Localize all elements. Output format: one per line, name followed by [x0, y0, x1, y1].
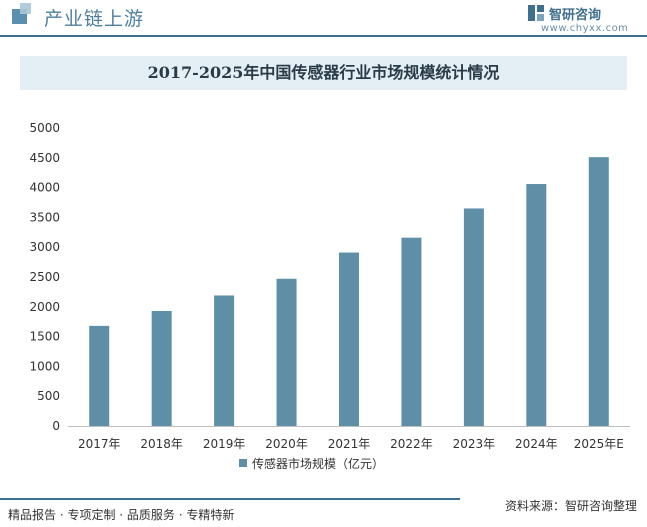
- y-tick-label: 1500: [29, 330, 60, 344]
- legend-swatch: [239, 459, 247, 467]
- brand-url: www.chyxx.com: [541, 23, 629, 34]
- brand: 智研咨询 www.chyxx.com: [527, 3, 637, 35]
- y-tick-label: 0: [52, 419, 60, 433]
- x-tick-label: 2023年: [453, 437, 496, 451]
- x-tick-label: 2024年: [515, 437, 558, 451]
- bar: [588, 157, 609, 427]
- y-tick-label: 2000: [29, 300, 60, 314]
- footer-tagline: 精品报告 · 专项定制 · 品质服务 · 专精特新: [8, 508, 235, 522]
- bar: [463, 208, 484, 426]
- y-tick-label: 3000: [29, 240, 60, 254]
- x-tick-label: 2025年E: [574, 437, 624, 451]
- y-tick-label: 2500: [29, 270, 60, 284]
- footer-divider: [0, 498, 460, 500]
- bar: [151, 310, 172, 426]
- bar: [526, 184, 547, 426]
- legend-label: 传感器市场规模（亿元）: [252, 456, 384, 471]
- y-tick-label: 1000: [29, 359, 60, 373]
- brand-name: 智研咨询: [549, 8, 602, 23]
- header-divider: [0, 35, 647, 37]
- chart-title-bar: 2017-2025年中国传感器行业市场规模统计情况: [20, 56, 627, 90]
- y-tick-label: 4500: [29, 151, 60, 165]
- x-tick-label: 2017年: [78, 437, 121, 451]
- y-tick-label: 5000: [29, 121, 60, 135]
- bar: [214, 295, 235, 426]
- y-tick-label: 500: [37, 389, 60, 403]
- brand-logo-icon: [528, 5, 544, 21]
- bar: [276, 278, 297, 426]
- header-bar: 产业链上游 智研咨询 www.chyxx.com: [0, 0, 647, 37]
- chart-title: 2017-2025年中国传感器行业市场规模统计情况: [147, 63, 500, 82]
- section-title: 产业链上游: [44, 8, 145, 30]
- y-tick-label: 4000: [29, 181, 60, 195]
- bar: [401, 237, 422, 426]
- y-tick-label: 3500: [29, 210, 60, 224]
- footer-source: 资料来源：智研咨询整理: [504, 499, 637, 513]
- bar: [89, 325, 110, 426]
- x-tick-label: 2021年: [328, 437, 371, 451]
- x-tick-label: 2019年: [203, 437, 246, 451]
- bar: [339, 252, 359, 426]
- x-tick-label: 2022年: [390, 437, 433, 451]
- x-tick-label: 2018年: [140, 437, 183, 451]
- header-decor-square-light: [20, 3, 31, 14]
- x-tick-label: 2020年: [265, 437, 308, 451]
